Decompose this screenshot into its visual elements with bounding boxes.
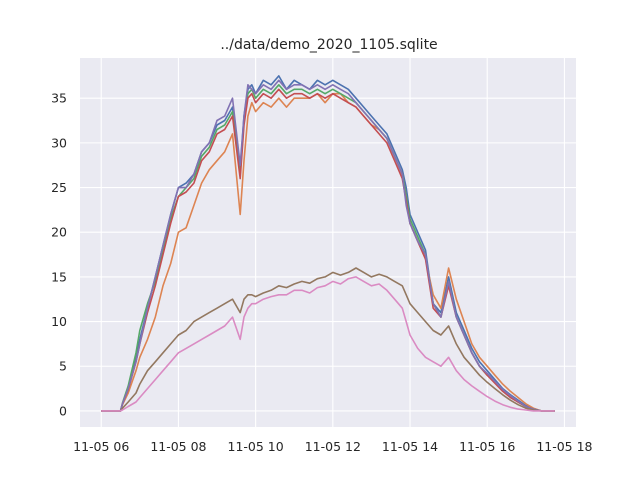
- x-tick-label: 11-05 10: [228, 439, 284, 454]
- series-group: [101, 75, 555, 412]
- y-tick-label: 5: [59, 359, 67, 374]
- series-line-1: [101, 75, 555, 412]
- x-tick-label: 11-05 06: [73, 439, 129, 454]
- x-tick-label: 11-05 12: [305, 439, 361, 454]
- y-tick-label: 15: [51, 269, 67, 284]
- x-tick-label: 11-05 18: [536, 439, 592, 454]
- series-line-2: [101, 92, 555, 412]
- y-axis: 0 5 10 15 20 25 30 35: [51, 91, 67, 419]
- chart-title: ../data/demo_2020_1105.sqlite: [220, 37, 437, 53]
- series-line-6: [101, 267, 555, 412]
- y-tick-label: 35: [51, 91, 67, 106]
- series-line-7: [101, 276, 555, 412]
- x-tick-label: 11-05 08: [150, 439, 206, 454]
- y-tick-label: 0: [59, 403, 67, 418]
- x-tick-label: 11-05 16: [459, 439, 515, 454]
- series-line-5: [101, 79, 555, 412]
- y-tick-label: 30: [51, 135, 67, 150]
- y-tick-label: 25: [51, 180, 67, 195]
- x-tick-label: 11-05 14: [382, 439, 438, 454]
- y-tick-label: 10: [51, 314, 67, 329]
- x-axis: 11-05 06 11-05 08 11-05 10 11-05 12 11-05 14…: [73, 439, 592, 454]
- plot-area: [80, 58, 576, 427]
- y-tick-label: 20: [51, 225, 67, 240]
